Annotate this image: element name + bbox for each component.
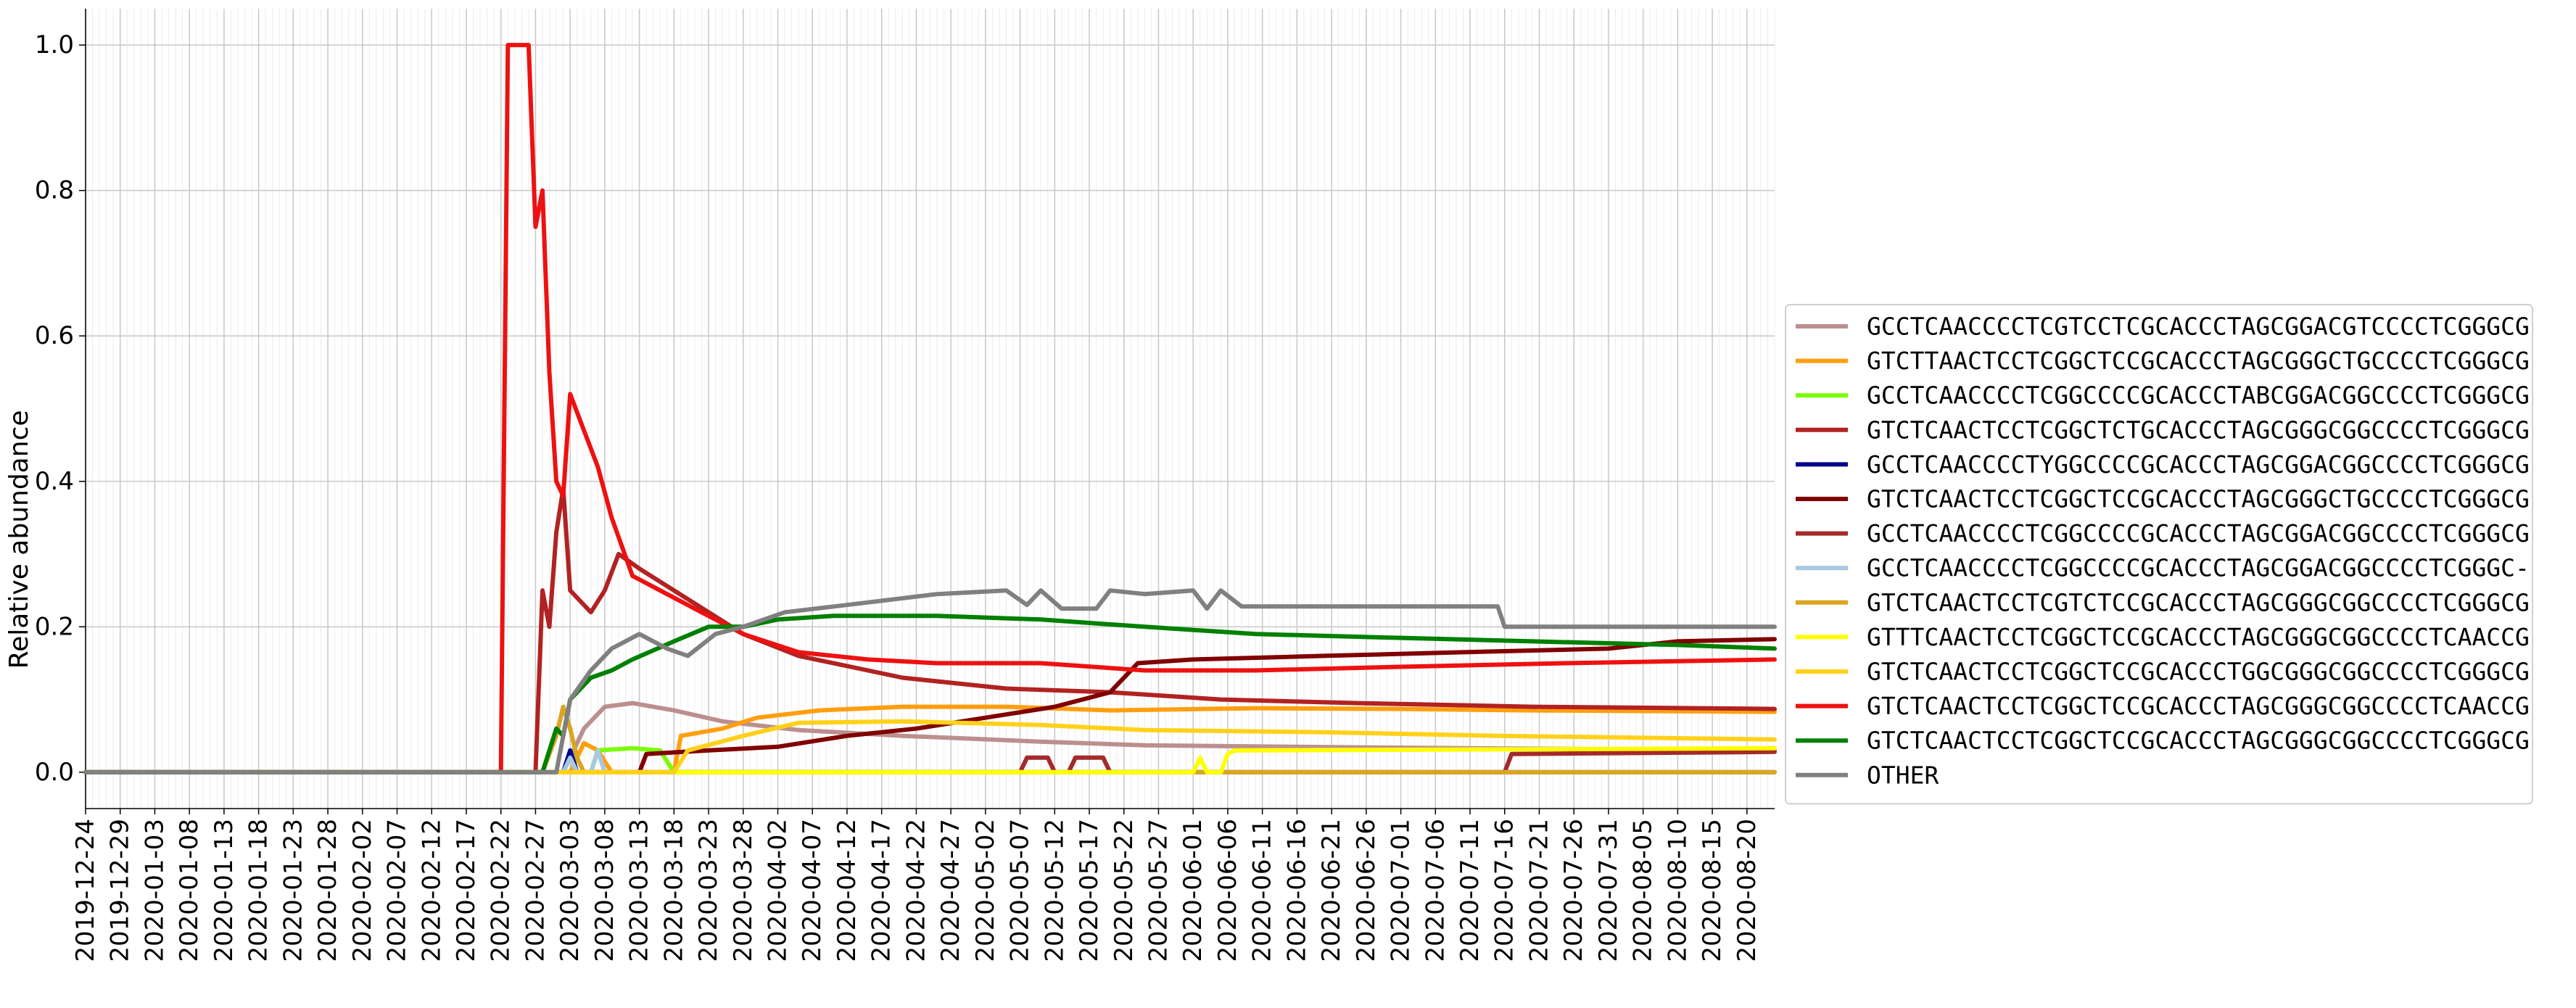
x-tick-label: 2020-07-11: [1456, 819, 1485, 962]
x-tick-label: 2020-03-03: [556, 819, 585, 962]
x-tick-label: 2020-07-26: [1559, 819, 1588, 962]
x-tick-label: 2020-05-22: [1110, 819, 1139, 962]
chart-axes: [79, 9, 1775, 814]
x-tick-label: 2020-02-22: [487, 819, 516, 962]
x-tick-label: 2020-02-02: [348, 819, 377, 962]
series-line-10: [83, 745, 1777, 774]
y-axis-label: Relative abundance: [4, 410, 34, 669]
x-tick-label: 2020-05-02: [971, 819, 1000, 962]
y-tick-label: 0.8: [35, 176, 74, 205]
x-tick-label: 2020-03-13: [625, 819, 654, 962]
x-tick-label: 2020-01-23: [278, 819, 307, 962]
x-tick-label: 2020-07-16: [1490, 819, 1519, 962]
x-tick-label: 2020-04-12: [833, 819, 862, 962]
x-tick-label: 2020-01-03: [140, 819, 169, 962]
y-tick-label: 0.4: [35, 467, 74, 496]
x-tick-label: 2020-02-12: [417, 819, 446, 962]
x-tick-label: 2020-06-21: [1317, 819, 1346, 962]
x-tick-label: 2020-08-15: [1698, 819, 1727, 962]
y-tick-label: 0.0: [35, 758, 74, 787]
x-tick-label: 2020-07-31: [1594, 819, 1623, 962]
x-tick-label: 2020-04-02: [764, 819, 793, 962]
y-tick-label: 1.0: [35, 30, 74, 59]
chart-series: [83, 43, 1777, 774]
series-line-14: [83, 588, 1777, 774]
x-tick-label: 2020-01-13: [210, 819, 239, 962]
x-tick-label: 2020-07-06: [1421, 819, 1450, 962]
series-line-2: [83, 704, 1777, 774]
legend-entry: GCCTCAACCCCTCGGCCCCGCACCCTABCGGACGGCCCCT…: [1867, 381, 2530, 410]
series-line-4: [83, 486, 1777, 774]
chart-tick-labels: 2019-12-24 2019-12-29 2020-01-03 2020-01-08…: [35, 30, 1762, 962]
legend-entry: GTCTCAACTCCTCGGCTCCGCACCCTAGCGGGCTGCCCCT…: [1867, 485, 2530, 513]
series-line-1: [83, 701, 1777, 774]
y-tick-label: 0.2: [35, 612, 74, 641]
x-tick-label: 2020-07-01: [1387, 819, 1416, 962]
series-line-12: [83, 43, 1777, 774]
x-tick-label: 2020-02-07: [383, 819, 412, 962]
x-tick-label: 2020-06-16: [1282, 819, 1311, 962]
x-tick-label: 2019-12-29: [106, 819, 135, 962]
y-tick-label: 0.6: [35, 321, 74, 350]
legend-entry: GTCTCAACTCCTCGGCTCCGCACCCTAGCGGGCGGCCCCT…: [1867, 727, 2530, 755]
x-tick-label: 2020-06-01: [1178, 819, 1208, 962]
x-tick-label: 2020-06-26: [1352, 819, 1381, 962]
legend-entry: OTHER: [1867, 761, 1939, 789]
x-tick-label: 2020-01-18: [244, 819, 273, 962]
chart-grid: [85, 9, 1775, 809]
x-tick-label: 2020-03-28: [729, 819, 758, 962]
x-tick-label: 2020-07-21: [1524, 819, 1553, 962]
legend-entry: GTCTCAACTCCTCGGCTCCGCACCCTAGCGGGCGGCCCCT…: [1867, 692, 2530, 720]
legend-entry: GTCTCAACTCCTCGGCTCTGCACCCTAGCGGGCGGCCCCT…: [1867, 416, 2530, 444]
legend-box: [1785, 304, 2533, 805]
x-tick-label: 2020-06-11: [1248, 819, 1277, 962]
x-tick-label: 2020-08-10: [1663, 819, 1692, 962]
x-tick-label: 2020-04-17: [867, 819, 896, 962]
x-tick-label: 2020-08-20: [1733, 819, 1762, 962]
x-tick-label: 2020-05-27: [1144, 819, 1173, 962]
legend-entry: GTCTCAACTCCTCGTCTCCGCACCCTAGCGGGCGGCCCCT…: [1867, 588, 2530, 616]
x-tick-label: 2020-01-28: [313, 819, 342, 962]
legend-entry: GCCTCAACCCCTCGGCCCCGCACCCTAGCGGACGGCCCCT…: [1867, 554, 2530, 582]
x-tick-label: 2020-03-23: [694, 819, 723, 962]
x-tick-label: 2020-04-27: [936, 819, 965, 962]
x-tick-label: 2020-04-07: [798, 819, 827, 962]
legend-entry: GTCTCAACTCCTCGGCTCCGCACCCTGGCGGGCGGCCCCT…: [1867, 658, 2530, 686]
legend-entry: GCCTCAACCCCTCGGCCCCGCACCCTAGCGGACGGCCCCT…: [1867, 519, 2530, 548]
x-tick-label: 2020-08-05: [1629, 819, 1658, 962]
x-tick-label: 2020-03-08: [590, 819, 619, 962]
series-line-7: [83, 749, 1777, 774]
series-line-11: [83, 719, 1777, 774]
x-tick-label: 2019-12-24: [71, 819, 100, 962]
x-tick-label: 2020-06-06: [1213, 819, 1242, 962]
x-tick-label: 2020-03-18: [659, 819, 688, 962]
x-tick-label: 2020-05-17: [1075, 819, 1104, 962]
legend-entry: GCCTCAACCCCTCGTCCTCGCACCCTAGCGGACGTCCCCT…: [1867, 313, 2530, 341]
legend-entry: GCCTCAACCCCTYGGCCCCGCACCCTAGCGGACGGCCCCT…: [1867, 450, 2530, 479]
legend-entry: GTCTTAACTCCTCGGCTCCGCACCCTAGCGGGCTGCCCCT…: [1867, 347, 2530, 375]
x-tick-label: 2020-01-08: [175, 819, 204, 962]
x-tick-label: 2020-02-17: [452, 819, 481, 962]
x-tick-label: 2020-02-27: [521, 819, 550, 962]
legend-entry: GTTTCAACTCCTCGGCTCCGCACCCTAGCGGGCGGCCCCT…: [1867, 623, 2530, 651]
x-tick-label: 2020-05-12: [1040, 819, 1069, 962]
chart-legend: GCCTCAACCCCTCGTCCTCGCACCCTAGCGGACGTCCCCT…: [1785, 304, 2533, 805]
x-tick-label: 2020-04-22: [901, 819, 930, 962]
x-tick-label: 2020-05-07: [1006, 819, 1035, 962]
